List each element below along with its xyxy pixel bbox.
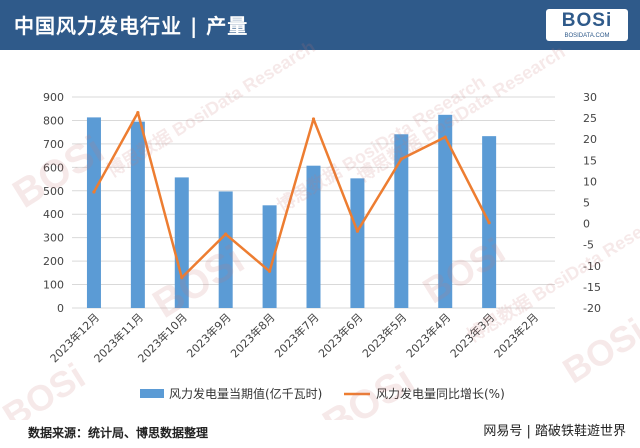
right-tick-label: 25 [583, 112, 597, 125]
left-tick-label: 0 [57, 302, 64, 315]
left-tick-label: 900 [43, 91, 64, 104]
bar [262, 205, 277, 308]
legend: 风力发电量当期值(亿千瓦时) 风力发电量同比增长(%) [140, 386, 505, 401]
category-label: 2023年6月 [315, 310, 365, 360]
line-point [224, 232, 228, 236]
left-tick-label: 800 [43, 114, 64, 127]
logo-text: BOSi [561, 10, 613, 31]
publisher-credit: 网易号 | 踏破铁鞋遊世界 [483, 424, 626, 439]
line-series [92, 111, 491, 280]
left-axis-ticks: 0 100 200 300 400 500 600 700 800 900 [43, 91, 64, 315]
line-point [180, 276, 184, 280]
line-point [311, 117, 316, 121]
header-bar: 中国风力发电行业 | 产量 BOSi BOSIDATA.COM [0, 0, 640, 50]
left-tick-label: 400 [43, 208, 64, 221]
bar [130, 121, 145, 308]
legend-bar-swatch [140, 389, 164, 398]
left-tick-label: 200 [43, 255, 64, 268]
left-tick-label: 600 [43, 161, 64, 174]
line-point [355, 229, 360, 233]
right-tick-label: -20 [583, 302, 601, 315]
right-tick-label: 15 [583, 154, 597, 167]
left-tick-label: 300 [43, 232, 64, 245]
legend-bar-label: 风力发电量当期值(亿千瓦时) [169, 386, 322, 401]
logo-subtext: BOSIDATA.COM [564, 33, 610, 39]
bosi-logo: BOSi BOSIDATA.COM [546, 9, 628, 41]
right-tick-label: 5 [583, 197, 590, 210]
line-point [443, 135, 447, 139]
category-label: 2023年9月 [184, 310, 234, 360]
right-tick-label: 30 [583, 91, 597, 104]
right-tick-label: -10 [583, 260, 601, 273]
category-label: 2023年5月 [359, 310, 409, 360]
right-axis-ticks: -20 -15 -10 -5 0 5 10 15 20 25 30 [583, 91, 601, 315]
right-tick-label: 0 [583, 218, 590, 231]
left-tick-label: 500 [43, 185, 64, 198]
legend-line-label: 风力发电量同比增长(%) [376, 386, 505, 401]
category-label: 2023年7月 [271, 310, 321, 360]
left-tick-label: 700 [43, 138, 64, 151]
bar [394, 134, 409, 308]
data-source-note: 数据来源：统计局、博思数据整理 [28, 426, 209, 440]
right-tick-label: 10 [583, 175, 597, 188]
left-tick-label: 100 [43, 279, 64, 292]
right-tick-label: -15 [583, 281, 601, 294]
bar [350, 178, 365, 308]
right-tick-label: 20 [583, 133, 597, 146]
bar [218, 191, 233, 308]
bar-series [86, 114, 497, 308]
bar [306, 165, 321, 308]
line-point [92, 190, 96, 194]
footer: 数据来源：统计局、博思数据整理 网易号 | 踏破铁鞋遊世界 [0, 420, 640, 446]
page-title: 中国风力发电行业 | 产量 [14, 14, 249, 38]
bar [86, 117, 101, 308]
line-point [487, 221, 491, 225]
line-point [267, 269, 272, 273]
category-label: 2023年4月 [403, 310, 453, 360]
category-label: 2023年8月 [228, 310, 278, 360]
growth-line [92, 111, 491, 279]
line-point [399, 157, 403, 161]
right-tick-label: -5 [583, 239, 594, 252]
category-labels: 2023年12月2023年11月2023年10月2023年9月2023年8月20… [47, 310, 541, 365]
line-point [136, 111, 140, 115]
bar [438, 114, 453, 308]
